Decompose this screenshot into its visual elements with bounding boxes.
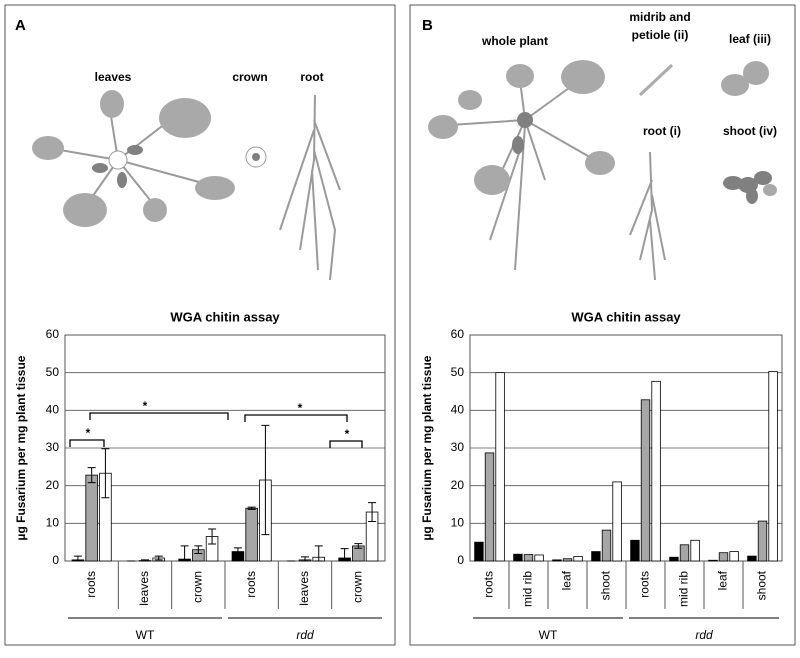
x-tick-label: leaves: [137, 571, 151, 606]
x-tick-label: shoot: [599, 570, 613, 600]
crown-illustration: [246, 147, 266, 167]
bar: [670, 557, 679, 561]
chart-title: WGA chitin assay: [571, 309, 681, 324]
y-tick-label: 50: [46, 365, 60, 379]
group-label: WT: [539, 628, 558, 642]
midrib-illustration: [640, 65, 672, 95]
x-tick-label: crown: [351, 571, 365, 603]
bar: [563, 559, 572, 561]
y-tick-label: 0: [457, 553, 464, 567]
y-tick-label: 30: [46, 440, 60, 454]
root-illustration: [280, 95, 340, 280]
y-tick-label: 20: [451, 478, 465, 492]
illustration-label: crown: [232, 70, 267, 84]
significance-bracket: [330, 441, 362, 448]
y-tick-label: 60: [46, 327, 60, 341]
y-tick-label: 10: [451, 516, 465, 530]
panel-letter: B: [422, 17, 433, 34]
leaf-illustration: [721, 61, 769, 96]
x-tick-label: roots: [482, 571, 496, 598]
y-tick-label: 20: [46, 478, 60, 492]
y-tick-label: 30: [451, 440, 465, 454]
bar: [246, 508, 258, 561]
significance-bracket: [70, 440, 104, 447]
bar: [758, 521, 767, 561]
chart-title: WGA chitin assay: [170, 309, 280, 324]
illustration-label: leaves: [95, 70, 132, 84]
bar: [730, 552, 739, 561]
bar: [496, 373, 505, 561]
bar: [574, 556, 583, 561]
y-tick-label: 40: [46, 403, 60, 417]
bar: [631, 540, 640, 561]
bar: [652, 381, 661, 561]
x-tick-label: shoot: [755, 570, 769, 600]
illustration-label: root (i): [643, 124, 681, 138]
illustration-label: root: [300, 70, 323, 84]
illustration-label: shoot (iv): [723, 124, 777, 138]
significance-bracket: [90, 413, 228, 420]
y-tick-label: 60: [451, 327, 465, 341]
bar: [553, 560, 562, 561]
bar: [475, 542, 484, 561]
root-illustration: [630, 152, 665, 280]
bar: [535, 555, 544, 561]
bar: [592, 552, 601, 561]
significance-label: *: [86, 426, 91, 440]
bar: [514, 554, 523, 561]
x-tick-label: leaf: [560, 570, 574, 590]
group-label: rdd: [695, 628, 713, 642]
bar: [485, 453, 494, 561]
bar: [641, 400, 650, 561]
x-tick-label: crown: [191, 571, 205, 603]
shoot-illustration: [723, 171, 777, 204]
x-tick-label: roots: [84, 571, 98, 598]
bar: [524, 555, 533, 561]
y-axis-label: µg Fusarium per mg plant tissue: [14, 355, 28, 540]
illustration-label: leaf (iii): [729, 32, 771, 46]
y-tick-label: 40: [451, 403, 465, 417]
bar: [709, 560, 718, 561]
illustration-label: whole plant: [481, 34, 548, 48]
x-tick-label: mid rib: [677, 571, 691, 607]
bar: [719, 553, 728, 561]
illustration-label: midrib and: [629, 10, 690, 24]
y-tick-label: 50: [451, 365, 465, 379]
significance-bracket: [245, 415, 347, 422]
illustration-label: petiole (ii): [632, 28, 689, 42]
whole-plant-illustration: [428, 60, 615, 270]
significance-label: *: [298, 401, 303, 415]
bar: [613, 482, 622, 561]
bar: [748, 556, 757, 561]
y-axis-label: µg Fusarium per mg plant tissue: [420, 355, 434, 540]
significance-label: *: [345, 427, 350, 441]
panel-frame: [5, 5, 395, 645]
panel-letter: A: [15, 17, 26, 34]
bar: [691, 540, 700, 561]
x-tick-label: mid rib: [521, 571, 535, 607]
significance-label: *: [143, 399, 148, 413]
bar: [602, 530, 611, 561]
x-tick-label: leaf: [716, 570, 730, 590]
bar: [680, 545, 689, 561]
group-label: WT: [136, 628, 155, 642]
y-tick-label: 10: [46, 516, 60, 530]
bar: [769, 372, 778, 561]
y-tick-label: 0: [52, 553, 59, 567]
group-label: rdd: [296, 628, 314, 642]
bar: [86, 475, 98, 561]
x-tick-label: leaves: [297, 571, 311, 606]
rosette-illustration: [32, 90, 235, 227]
x-tick-label: roots: [638, 571, 652, 598]
x-tick-label: roots: [244, 571, 258, 598]
